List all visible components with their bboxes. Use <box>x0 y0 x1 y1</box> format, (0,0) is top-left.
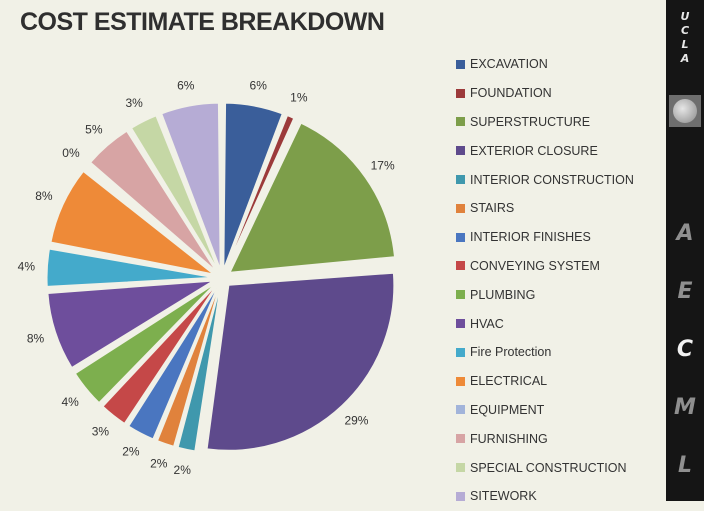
pie-slice-equipment <box>86 165 215 273</box>
slice-label-hvac: 8% <box>27 331 45 345</box>
legend-swatch <box>456 376 465 386</box>
legend-swatch <box>456 261 465 271</box>
legend-label: FOUNDATION <box>470 86 552 101</box>
pie-slice-conveying-system <box>102 285 217 424</box>
legend-label: SUPERSTRUCTURE <box>470 114 591 129</box>
legend-swatch <box>456 88 465 98</box>
legend-item: PLUMBING <box>456 280 634 309</box>
legend-swatch <box>456 175 465 185</box>
slice-label-superstructure: 17% <box>371 159 395 173</box>
slice-label-conveying-system: 3% <box>92 425 110 439</box>
pie-chart: 6% 1% 17% 29% 2% 2% 2% 3% 4% 8% 4% 8% 0% 5% 3% 6% <box>18 78 396 477</box>
university-seal-icon <box>669 95 701 127</box>
pie-slice-exterior-closure <box>206 272 395 451</box>
legend-item: SITEWORK <box>456 482 634 511</box>
legend-swatch <box>456 463 465 473</box>
slice-label-electrical: 8% <box>35 189 53 203</box>
ucla-letter: C <box>680 24 690 37</box>
aecml-letter: L <box>677 453 693 478</box>
legend-label: HVAC <box>470 316 504 331</box>
legend-label: FURNISHING <box>470 431 548 446</box>
slice-label-interior-finishes: 2% <box>122 445 140 459</box>
legend-label: ELECTRICAL <box>470 374 548 389</box>
ucla-letter: A <box>680 52 690 65</box>
chart-legend: EXCAVATION FOUNDATION SUPERSTRUCTURE EXTERI… <box>456 50 634 511</box>
legend-swatch <box>456 405 465 415</box>
legend-swatch <box>456 203 465 213</box>
legend-item: EXTERIOR CLOSURE <box>456 136 634 165</box>
legend-item: SUPERSTRUCTURE <box>456 108 634 137</box>
slice-label-plumbing: 4% <box>62 395 80 409</box>
slice-label-special-construction: 3% <box>125 96 143 110</box>
pie-slice-interior-construction <box>177 287 221 452</box>
legend-label: SPECIAL CONSTRUCTION <box>470 460 627 475</box>
aecml-letter: E <box>677 279 693 304</box>
legend-swatch <box>456 59 465 69</box>
slice-label-sitework: 6% <box>177 78 195 92</box>
slice-label-foundation: 1% <box>290 91 308 105</box>
legend-item: STAIRS <box>456 194 634 223</box>
legend-item: INTERIOR CONSTRUCTION <box>456 165 634 194</box>
pie-slice-furnishing <box>90 130 216 271</box>
pie-slice-stairs <box>156 287 220 447</box>
legend-label: EQUIPMENT <box>470 402 545 417</box>
pie-slice-sitework <box>161 102 221 269</box>
legend-item: SPECIAL CONSTRUCTION <box>456 453 634 482</box>
pie-slice-foundation <box>225 115 295 270</box>
legend-label: PLUMBING <box>470 287 536 302</box>
slice-label-stairs: 2% <box>150 457 168 471</box>
legend-item: INTERIOR FINISHES <box>456 223 634 252</box>
legend-label: Fire Protection <box>470 345 552 360</box>
slice-label-fire-protection: 4% <box>18 259 36 273</box>
legend-item: EQUIPMENT <box>456 396 634 425</box>
slice-label-excavation: 6% <box>250 78 268 92</box>
legend-label: SITEWORK <box>470 489 537 504</box>
legend-swatch <box>456 232 465 242</box>
chart-title: COST ESTIMATE BREAKDOWN <box>20 8 385 36</box>
pie-slice-special-construction <box>130 115 218 270</box>
slice-label-exterior-closure: 29% <box>344 414 368 428</box>
aecml-letter: M <box>674 395 696 420</box>
legend-item: EXCAVATION <box>456 50 634 79</box>
legend-swatch <box>456 434 465 444</box>
legend-swatch <box>456 146 465 156</box>
pie-slice-interior-finishes <box>128 286 218 440</box>
legend-swatch <box>456 347 465 357</box>
legend-label: EXTERIOR CLOSURE <box>470 143 598 158</box>
slice-label-interior-construction: 2% <box>174 463 192 477</box>
legend-swatch <box>456 290 465 300</box>
legend-item: HVAC <box>456 309 634 338</box>
pie-slice-superstructure <box>229 122 396 273</box>
legend-swatch <box>456 117 465 127</box>
pie-slice-excavation <box>223 102 283 269</box>
legend-label: INTERIOR FINISHES <box>470 230 591 245</box>
legend-label: STAIRS <box>470 201 515 216</box>
legend-item: CONVEYING SYSTEM <box>456 252 634 281</box>
pie-slice-hvac <box>47 280 213 369</box>
legend-item: ELECTRICAL <box>456 367 634 396</box>
ucla-letter: U <box>680 10 690 23</box>
pie-slice-plumbing <box>74 283 215 404</box>
legend-label: CONVEYING SYSTEM <box>470 258 600 273</box>
slice-label-equipment: 0% <box>62 146 80 160</box>
aecml-letter: C <box>676 337 694 362</box>
legend-swatch <box>456 491 465 501</box>
slice-label-furnishing: 5% <box>85 123 103 137</box>
aecml-letter: A <box>676 221 694 246</box>
aecml-wordmark: A E C M L <box>666 205 704 495</box>
legend-label: EXCAVATION <box>470 57 548 72</box>
legend-item: FOUNDATION <box>456 79 634 108</box>
legend-label: INTERIOR CONSTRUCTION <box>470 172 634 187</box>
pie-slice-electrical <box>50 170 214 275</box>
legend-swatch <box>456 319 465 329</box>
ucla-letter: L <box>681 38 689 51</box>
legend-item: FURNISHING <box>456 424 634 453</box>
pie-slice-fire-protection <box>46 248 213 287</box>
legend-item: Fire Protection <box>456 338 634 367</box>
